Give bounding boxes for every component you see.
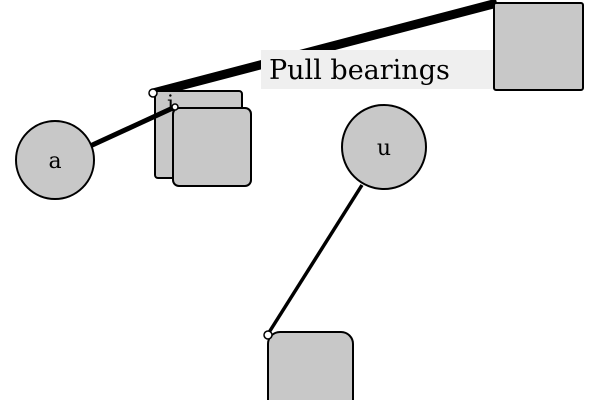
node-top-right[interactable] <box>493 2 584 91</box>
edge-u-to-bottom <box>266 184 364 335</box>
edge-a-to-i <box>86 104 177 150</box>
node-i-front-rect <box>172 107 252 187</box>
node-u-circle <box>341 104 427 190</box>
edge-label-text: Pull bearings <box>269 55 450 86</box>
node-i[interactable]: i <box>154 90 252 187</box>
node-a-circle <box>15 120 95 200</box>
node-bottom[interactable] <box>267 331 354 400</box>
node-a[interactable]: a <box>15 120 95 200</box>
port-i-inner <box>171 103 179 111</box>
port-i-top-left <box>148 88 158 98</box>
node-i-label: i <box>167 92 174 117</box>
node-u-label: u <box>377 136 391 161</box>
edge-label-background <box>261 50 494 89</box>
edge-i-to-top-right <box>151 0 499 98</box>
port-bottom-top-left <box>263 330 273 340</box>
node-u[interactable]: u <box>341 104 427 190</box>
edge-label-pull-bearings: Pull bearings <box>261 50 494 89</box>
node-a-label: a <box>48 149 61 174</box>
